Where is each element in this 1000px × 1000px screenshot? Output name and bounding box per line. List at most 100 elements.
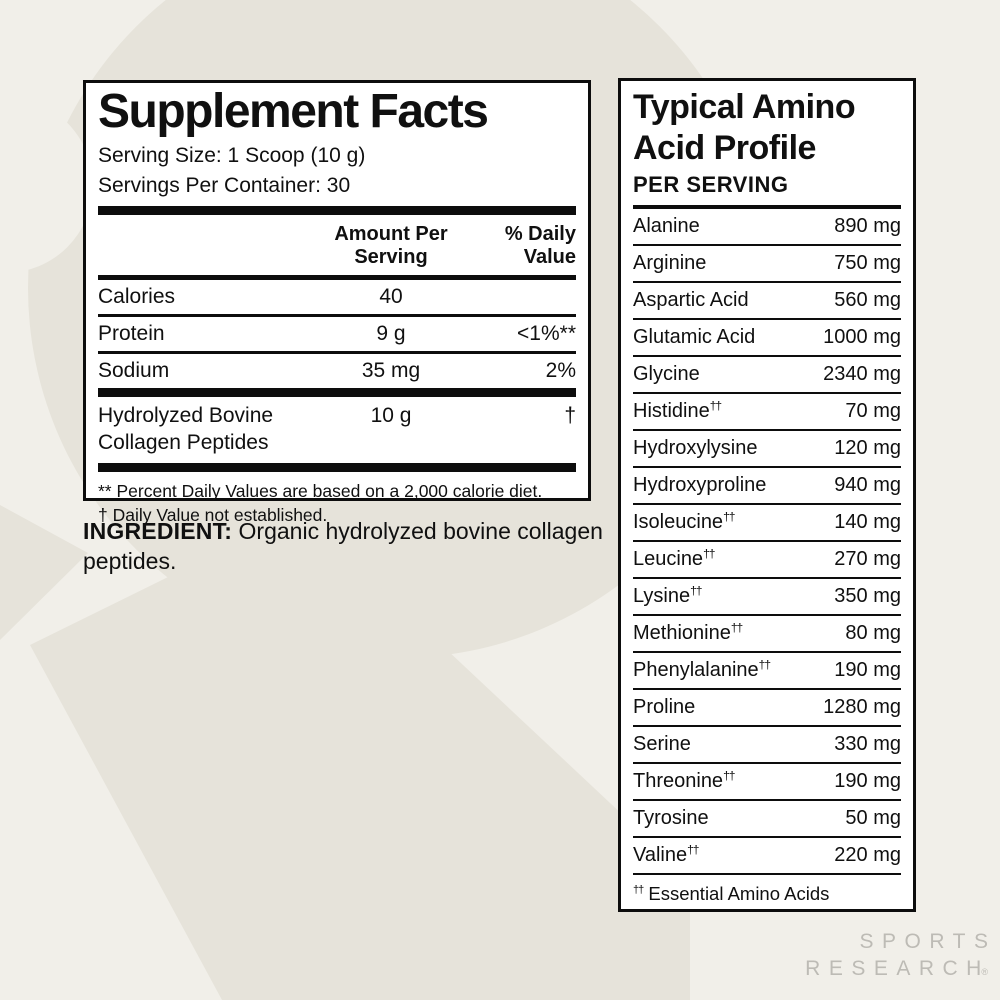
essential-amino-footnote: †† Essential Amino Acids — [633, 883, 830, 904]
brand-line-1: SPORTS — [859, 930, 997, 953]
nutrient-dv: 2% — [545, 359, 576, 382]
amino-acid-profile-panel: Typical Amino Acid Profile PER SERVING Al… — [618, 78, 916, 912]
servings-per-container: Servings Per Container: 30 — [98, 174, 351, 197]
nutrient-amount: 35 mg — [361, 359, 421, 382]
amino-acid-name: Methionine†† — [633, 620, 743, 644]
amino-acid-row: Leucine†† 270 mg — [633, 542, 901, 579]
amino-acid-name: Tyrosine — [633, 807, 709, 829]
facts-row-sodium: Sodium 35 mg 2% — [98, 354, 576, 388]
nutrient-amount: 40 — [379, 285, 403, 308]
essential-marker: †† — [758, 657, 771, 672]
ingredient-label: INGREDIENT: — [83, 518, 233, 544]
amino-acid-name: Aspartic Acid — [633, 289, 749, 311]
amino-acid-amount: 50 mg — [845, 807, 901, 829]
amino-acid-amount: 190 mg — [834, 770, 901, 792]
daily-value-header: % Daily Value — [504, 223, 576, 268]
amino-acid-amount: 1000 mg — [823, 326, 901, 348]
facts-row-protein: Protein 9 g <1%** — [98, 317, 576, 354]
registered-mark: ® — [981, 967, 988, 977]
per-serving-subtitle: PER SERVING — [633, 169, 901, 209]
amino-acid-amount: 940 mg — [834, 474, 901, 496]
facts-row-collagen: Hydrolyzed Bovine Collagen Peptides 10 g… — [98, 397, 576, 460]
thick-divider — [98, 206, 576, 215]
amino-acid-amount: 330 mg — [834, 733, 901, 755]
nutrient-dv: † — [564, 404, 576, 427]
supplement-facts-title: Supplement Facts — [98, 85, 489, 138]
essential-marker: †† — [709, 398, 722, 413]
amino-acid-amount: 350 mg — [834, 585, 901, 607]
amino-acid-row: Phenylalanine†† 190 mg — [633, 653, 901, 690]
amino-acid-name: Glycine — [633, 363, 700, 385]
ingredient-statement: INGREDIENT: Organic hydrolyzed bovine co… — [83, 516, 608, 576]
amino-acid-amount: 750 mg — [834, 252, 901, 274]
amino-acid-name: Proline — [633, 696, 696, 718]
supplement-facts-panel: Supplement Facts Serving Size: 1 Scoop (… — [83, 80, 591, 525]
amino-rows: Alanine 890 mg Arginine 750 mg Aspartic … — [633, 209, 901, 875]
amino-acid-row: Methionine†† 80 mg — [633, 616, 901, 653]
amino-acid-amount: 1280 mg — [823, 696, 901, 718]
amino-acid-row: Isoleucine†† 140 mg — [633, 505, 901, 542]
amino-acid-name: Phenylalanine†† — [633, 657, 771, 681]
nutrient-amount: 9 g — [376, 322, 406, 345]
nutrient-name: Calories — [98, 285, 176, 308]
amino-acid-name: Alanine — [633, 215, 700, 237]
footnote-line: ** Percent Daily Values are based on a 2… — [98, 481, 543, 501]
amino-acid-name: Hydroxylysine — [633, 437, 758, 459]
thick-divider — [98, 463, 576, 472]
nutrient-dv: <1%** — [517, 322, 576, 345]
amino-acid-amount: 80 mg — [845, 622, 901, 644]
amino-acid-amount: 140 mg — [834, 511, 901, 533]
amino-acid-name: Arginine — [633, 252, 707, 274]
amino-acid-row: Arginine 750 mg — [633, 246, 901, 283]
amino-acid-name: Histidine†† — [633, 398, 722, 422]
amino-profile-title: Typical Amino Acid Profile — [633, 88, 856, 167]
nutrient-amount: 10 g — [370, 404, 412, 427]
ingredient-text: Organic hydrolyzed bovine collagen pepti… — [83, 518, 603, 574]
amino-acid-name: Leucine†† — [633, 546, 715, 570]
sports-research-logo: SPORTS RESEARCH® — [805, 928, 988, 986]
amino-acid-row: Aspartic Acid 560 mg — [633, 283, 901, 320]
amino-acid-name: Threonine†† — [633, 768, 735, 792]
amino-acid-row: Lysine†† 350 mg — [633, 579, 901, 616]
amino-acid-row: Histidine†† 70 mg — [633, 394, 901, 431]
essential-marker: †† — [730, 620, 743, 635]
amino-acid-amount: 270 mg — [834, 548, 901, 570]
amino-acid-name: Valine†† — [633, 842, 700, 866]
serving-size: Serving Size: 1 Scoop (10 g) — [98, 144, 366, 167]
amino-acid-amount: 190 mg — [834, 659, 901, 681]
amino-acid-row: Tyrosine 50 mg — [633, 801, 901, 838]
daily-value-footnote: ** Percent Daily Values are based on a 2… — [98, 479, 576, 527]
essential-marker: †† — [633, 883, 644, 896]
amino-acid-name: Lysine†† — [633, 583, 702, 607]
amino-acid-row: Hydroxylysine 120 mg — [633, 431, 901, 468]
essential-marker: †† — [687, 842, 699, 857]
amino-acid-row: Proline 1280 mg — [633, 690, 901, 727]
amino-acid-name: Serine — [633, 733, 691, 755]
amino-acid-row: Glutamic Acid 1000 mg — [633, 320, 901, 357]
amino-acid-row: Threonine†† 190 mg — [633, 764, 901, 801]
nutrient-name: Sodium — [98, 359, 170, 382]
amino-acid-amount: 890 mg — [834, 215, 901, 237]
amino-acid-row: Hydroxyproline 940 mg — [633, 468, 901, 505]
essential-marker: †† — [690, 583, 702, 598]
nutrient-name: Protein — [98, 322, 165, 345]
footnote-line: † Daily Value not established. — [98, 505, 328, 525]
nutrient-name: Hydrolyzed Bovine Collagen Peptides — [98, 404, 274, 454]
brand-line-2: RESEARCH — [805, 957, 990, 980]
thick-divider — [98, 388, 576, 397]
essential-marker: †† — [703, 546, 715, 561]
amino-acid-row: Glycine 2340 mg — [633, 357, 901, 394]
amino-acid-amount: 120 mg — [834, 437, 901, 459]
amino-acid-row: Valine†† 220 mg — [633, 838, 901, 875]
amino-acid-row: Alanine 890 mg — [633, 209, 901, 246]
amino-acid-amount: 220 mg — [834, 844, 901, 866]
amino-acid-name: Glutamic Acid — [633, 326, 756, 348]
amount-per-serving-header: Amount Per Serving — [334, 223, 448, 268]
amino-acid-row: Serine 330 mg — [633, 727, 901, 764]
amino-acid-amount: 2340 mg — [823, 363, 901, 385]
amino-acid-name: Isoleucine†† — [633, 509, 735, 533]
essential-marker: †† — [723, 768, 735, 783]
amino-acid-amount: 70 mg — [845, 400, 901, 422]
facts-header-row: Amount Per Serving % Daily Value — [98, 215, 576, 280]
